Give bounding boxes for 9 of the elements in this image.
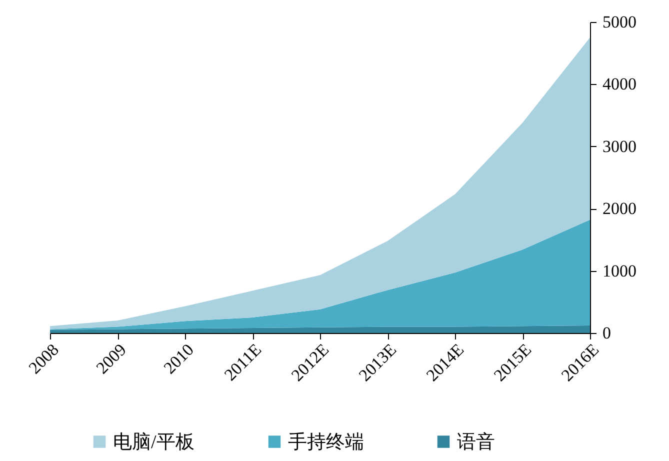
y-tick-label: 1000: [602, 261, 636, 280]
legend-label: 语音: [457, 430, 495, 453]
y-tick-label: 5000: [602, 12, 636, 32]
legend-label: 手持终端: [288, 432, 364, 453]
y-tick-label: 0: [602, 324, 611, 342]
legend-label: 电脑/平板: [113, 432, 194, 453]
y-tick-label: 2000: [602, 199, 636, 218]
y-tick-label: 4000: [602, 74, 636, 94]
y-tick-label: 3000: [602, 136, 636, 156]
